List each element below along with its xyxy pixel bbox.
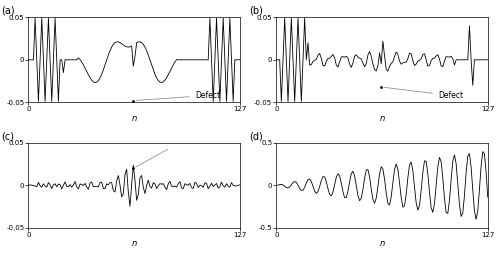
X-axis label: $n$: $n$ xyxy=(131,240,138,248)
X-axis label: $n$: $n$ xyxy=(378,114,386,123)
X-axis label: $n$: $n$ xyxy=(378,240,386,248)
Text: (a): (a) xyxy=(1,6,15,16)
X-axis label: $n$: $n$ xyxy=(131,114,138,123)
Text: (d): (d) xyxy=(249,131,262,141)
Text: (c): (c) xyxy=(1,131,14,141)
Text: Defect: Defect xyxy=(384,87,463,100)
Text: Defect: Defect xyxy=(136,91,220,100)
Text: (b): (b) xyxy=(249,6,263,16)
